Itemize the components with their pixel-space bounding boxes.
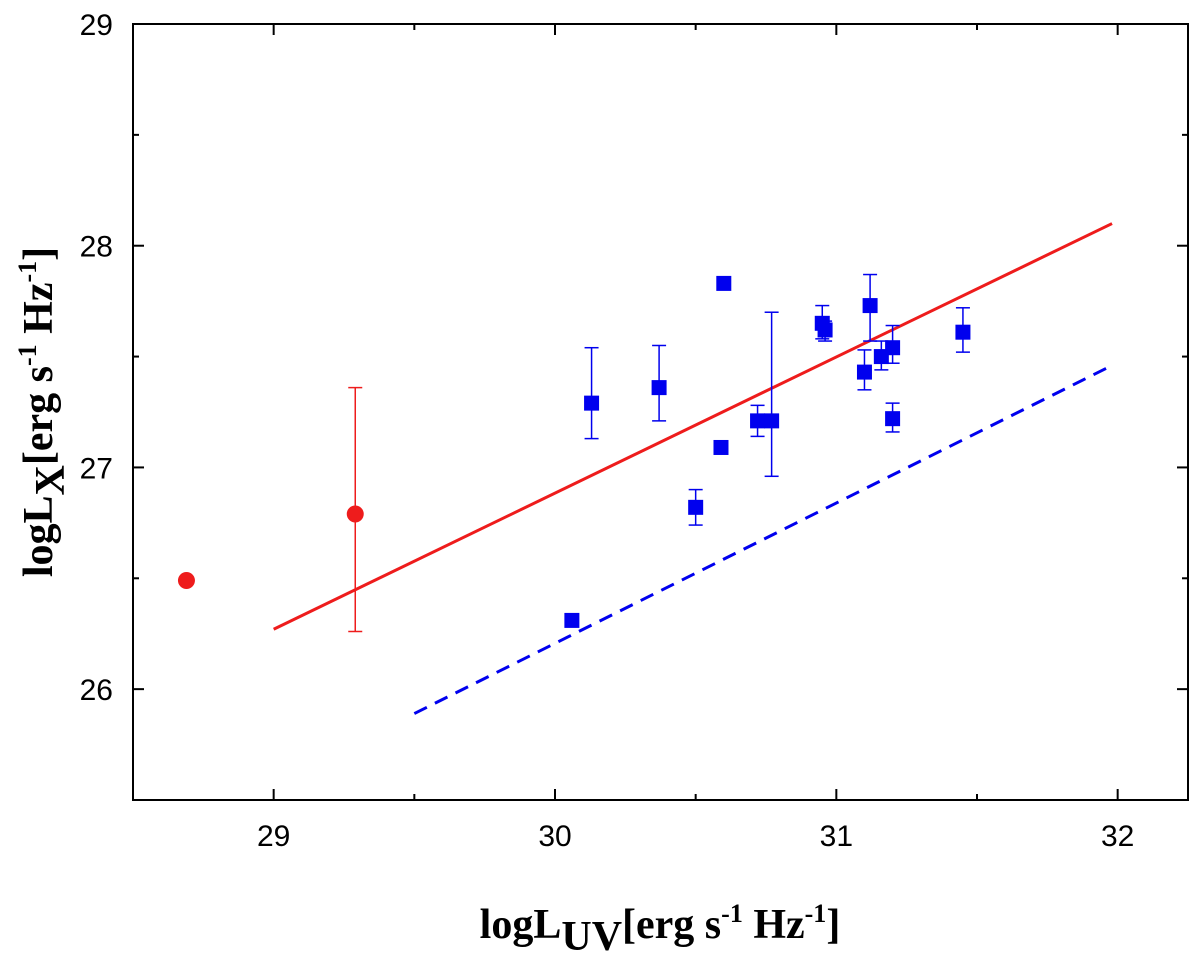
y-title-close: ] (16, 247, 62, 261)
blue-square-marker (856, 364, 872, 380)
blue-square-marker (713, 439, 729, 455)
y-tick-label: 26 (80, 674, 113, 707)
x-title-units: [erg s (622, 902, 721, 948)
red-circle-marker (177, 572, 195, 590)
x-title-units-mid: Hz (743, 902, 805, 948)
y-tick-label: 29 (80, 9, 113, 42)
blue-square-marker (817, 322, 833, 338)
y-title-units: [erg s (16, 366, 62, 465)
plot-frame (132, 23, 1189, 801)
x-title-main: logL (480, 902, 562, 948)
blue-square-marker (750, 413, 766, 429)
y-title-units-mid: Hz (16, 283, 62, 345)
x-title-exp2: -1 (805, 899, 827, 928)
x-tick-labels: 29 30 31 32 (257, 820, 1134, 853)
y-title-exp2: -1 (13, 261, 42, 283)
y-title-subscript: X (28, 465, 74, 495)
y-title-exp1: -1 (13, 344, 42, 366)
y-title-main: logL (16, 495, 62, 577)
x-tick-label: 30 (538, 820, 571, 853)
x-tick-label: 32 (1101, 820, 1134, 853)
x-tick-label: 31 (820, 820, 853, 853)
blue-square-marker (885, 411, 901, 427)
red-fit-line (273, 222, 1113, 631)
fit-lines (273, 222, 1113, 715)
blue-square-marker (885, 340, 901, 356)
blue-square-marker (873, 349, 889, 365)
axis-ticks (132, 23, 1188, 801)
blue-square-marker (862, 298, 878, 314)
blue-square-marker (764, 413, 780, 429)
x-title-exp1: -1 (721, 899, 743, 928)
x-title-close: ] (826, 902, 840, 948)
x-tick-label: 29 (257, 820, 290, 853)
blue-square-marker (584, 395, 600, 411)
data-markers (177, 275, 971, 628)
y-tick-label: 27 (80, 452, 113, 485)
y-tick-label: 28 (80, 231, 113, 264)
blue-square-marker (688, 499, 704, 515)
blue-square-marker (651, 380, 667, 396)
blue-square-marker (955, 324, 971, 340)
x-title-subscript: UV (561, 914, 622, 957)
blue-square-marker (716, 275, 732, 291)
y-axis-title: logLX[erg s-1 Hz-1] (13, 247, 74, 577)
x-axis-title: logLUV[erg s-1 Hz-1] (480, 899, 841, 957)
blue-dashed-line (413, 364, 1113, 715)
y-tick-labels: 26 27 28 29 (80, 9, 113, 707)
red-circle-marker (346, 505, 364, 523)
error-bars (348, 273, 970, 633)
blue-square-marker (564, 612, 580, 628)
